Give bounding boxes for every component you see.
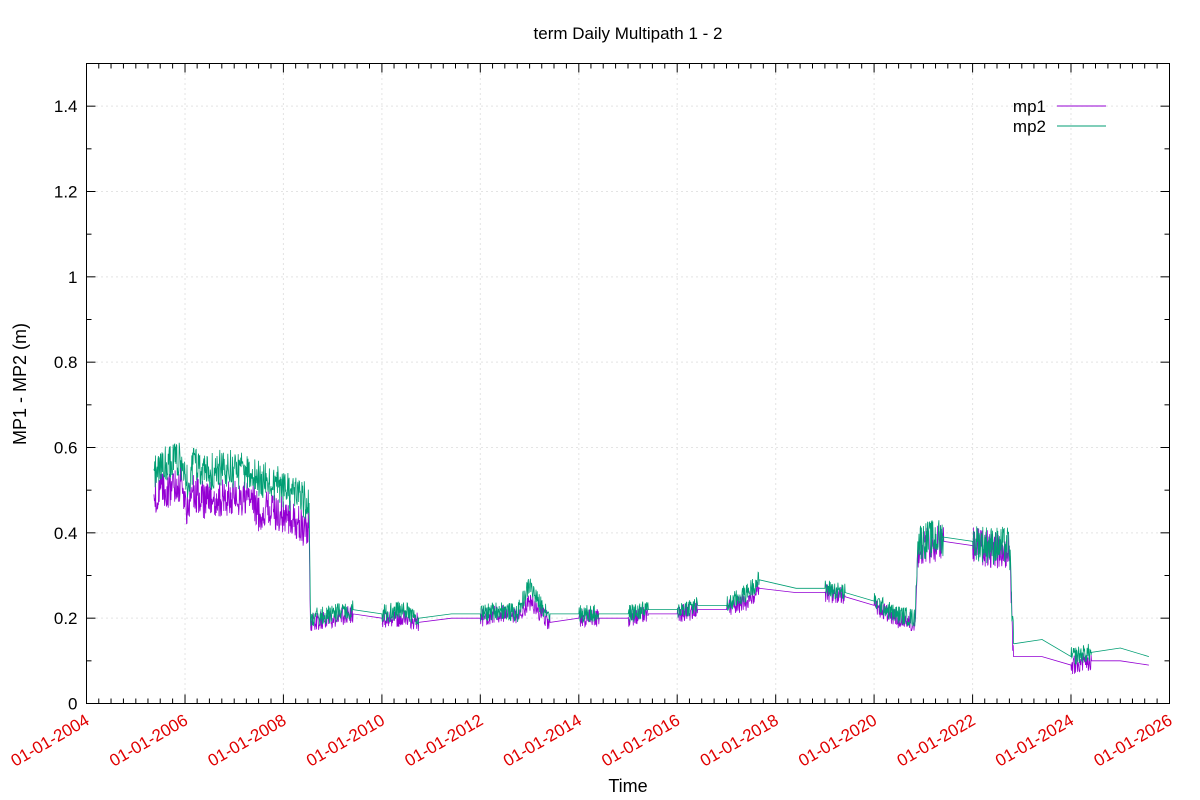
series-line-mp1 [153,466,1149,675]
y-tick-label: 0.6 [54,439,78,458]
x-tick-label: 01-01-2010 [303,711,388,771]
y-tick-label: 1.4 [54,97,78,116]
series-lines [153,442,1150,675]
x-tick-label: 01-01-2020 [795,711,880,771]
x-tick-label: 01-01-2014 [500,711,585,771]
y-tick-label: 0 [68,695,77,714]
axis-ticks [86,63,1170,704]
x-tick-label: 01-01-2006 [106,711,191,771]
y-tick-label: 1 [68,268,77,287]
x-tick-label: 01-01-2026 [1091,711,1176,771]
legend-label-mp2: mp2 [1013,117,1046,136]
y-tick-label: 0.8 [54,353,78,372]
x-tick-label: 01-01-2012 [401,711,486,771]
y-tick-label: 0.2 [54,609,78,628]
legend-label-mp1: mp1 [1013,97,1046,116]
x-tick-label: 01-01-2022 [894,711,979,771]
y-tick-label: 0.4 [54,524,78,543]
x-tick-label: 01-01-2016 [598,711,683,771]
x-tick-labels: 01-01-2004 01-01-2006 01-01-2008 01-01-2010… [8,711,1176,771]
y-tick-labels: 0 0.2 0.4 0.6 0.8 1 1.2 1.4 [54,97,78,713]
y-tick-label: 1.2 [54,183,78,202]
x-axis-title: Time [608,776,647,796]
x-tick-label: 01-01-2024 [992,711,1077,771]
x-tick-label: 01-01-2004 [8,711,93,771]
grid [86,63,1170,704]
chart-title: term Daily Multipath 1 - 2 [534,24,723,43]
y-axis-title: MP1 - MP2 (m) [10,323,30,445]
x-tick-label: 01-01-2018 [697,711,782,771]
plot-frame [86,63,1170,704]
x-tick-label: 01-01-2008 [205,711,290,771]
series-line-mp2 [153,442,1150,665]
